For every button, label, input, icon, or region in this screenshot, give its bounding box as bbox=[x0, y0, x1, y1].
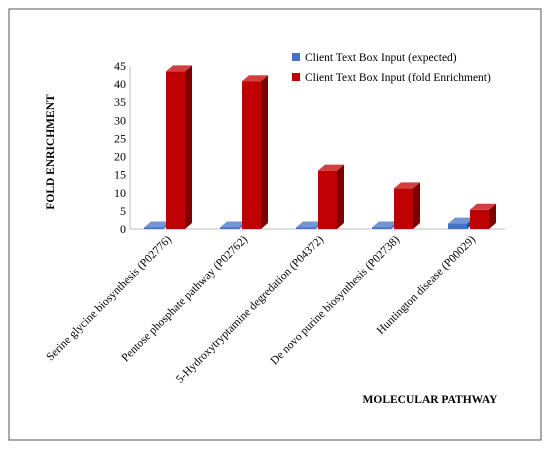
y-tick-label: 35 bbox=[114, 95, 126, 109]
y-tick-label: 45 bbox=[114, 59, 126, 73]
y-tick-label: 15 bbox=[114, 168, 126, 182]
bar-top bbox=[318, 164, 344, 171]
y-tick-label: 30 bbox=[114, 113, 126, 127]
bar-front bbox=[144, 227, 163, 229]
bar-top bbox=[144, 221, 170, 228]
legend: Client Text Box Input (expected) Client … bbox=[292, 52, 491, 84]
bar-side bbox=[413, 182, 420, 229]
legend-swatch-expected bbox=[292, 53, 300, 61]
axis-layer bbox=[129, 66, 505, 230]
bar-top bbox=[470, 203, 496, 210]
bar-front bbox=[296, 227, 315, 229]
bars-layer bbox=[144, 65, 496, 229]
bar-side bbox=[337, 164, 344, 229]
y-tick-label: 40 bbox=[114, 77, 126, 91]
bar-side bbox=[261, 75, 268, 229]
bar-top bbox=[242, 75, 268, 82]
bar-top bbox=[296, 221, 322, 228]
y-tick-label: 10 bbox=[114, 186, 126, 200]
bar-front bbox=[242, 81, 261, 229]
y-tick-label: 20 bbox=[114, 150, 126, 164]
legend-label-expected: Client Text Box Input (expected) bbox=[305, 52, 457, 64]
x-axis-title: MOLECULAR PATHWAY bbox=[363, 394, 499, 406]
legend-label-fold-enrichment: Client Text Box Input (fold Enrichment) bbox=[305, 72, 491, 84]
legend-swatch-fold-enrichment bbox=[292, 73, 300, 81]
bar-top bbox=[220, 221, 246, 228]
bar-front bbox=[372, 227, 391, 229]
bar-side bbox=[185, 65, 192, 229]
bar-front bbox=[394, 188, 413, 229]
bar-front bbox=[448, 223, 467, 229]
bar-top bbox=[166, 65, 192, 72]
bar-front bbox=[166, 71, 185, 229]
bar-fold-enrichment bbox=[318, 164, 344, 229]
bar-fold-enrichment bbox=[166, 65, 192, 229]
bar-fold-enrichment bbox=[242, 75, 268, 229]
bar-top bbox=[448, 217, 474, 224]
y-tick-label: 0 bbox=[120, 222, 126, 236]
bar-front bbox=[220, 227, 239, 229]
y-tick-label: 5 bbox=[120, 204, 126, 218]
bar-front bbox=[470, 209, 489, 229]
y-tick-label: 25 bbox=[114, 131, 126, 145]
bar-top bbox=[394, 182, 420, 189]
bar-fold-enrichment bbox=[394, 182, 420, 229]
bar-fold-enrichment bbox=[470, 203, 496, 229]
bar-side bbox=[489, 203, 496, 229]
bar-front bbox=[318, 170, 337, 229]
y-axis-title: FOLD ENRICHMENT bbox=[45, 94, 57, 210]
y-tick-labels: 0 5 10 15 20 25 30 35 40 45 bbox=[114, 59, 126, 236]
bar-top bbox=[372, 221, 398, 228]
